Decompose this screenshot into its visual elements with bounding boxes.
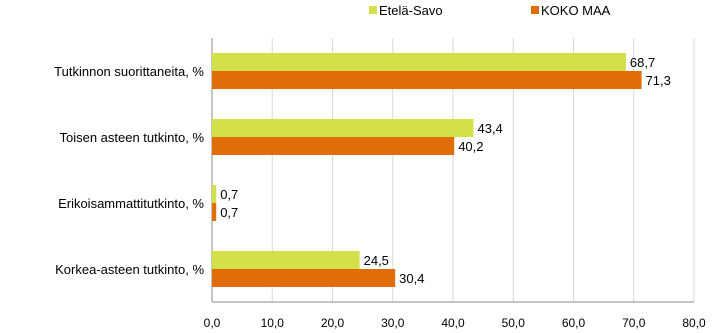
x-axis-tick-labels: 0,0 10,0 20,0 30,0 40,0 50,0 60,0 70,0 80,0	[204, 316, 706, 330]
data-label: 68,7	[630, 55, 655, 70]
x-tick-label: 80,0	[682, 316, 706, 330]
legend-label-koko-maa: KOKO MAA	[541, 3, 611, 18]
data-label: 30,4	[399, 271, 424, 286]
legend-swatch-koko-maa	[531, 6, 539, 14]
category-labels: Tutkinnon suorittaneita, % Toisen asteen …	[54, 64, 204, 277]
x-tick-label: 0,0	[204, 316, 221, 330]
data-label: 43,4	[477, 121, 502, 136]
category-label: Erikoisammattitutkinto, %	[58, 196, 204, 211]
bar-etela-savo	[212, 119, 474, 137]
bar-etela-savo	[212, 185, 217, 203]
legend: Etelä-Savo KOKO MAA	[369, 3, 611, 18]
data-label: 0,7	[220, 187, 238, 202]
category-label: Toisen asteen tutkinto, %	[59, 130, 204, 145]
legend-swatch-etela-savo	[369, 6, 377, 14]
legend-label-etela-savo: Etelä-Savo	[379, 3, 443, 18]
x-tick-label: 60,0	[562, 316, 586, 330]
bar-koko-maa	[212, 269, 396, 287]
bar-koko-maa	[212, 137, 455, 155]
category-label: Korkea-asteen tutkinto, %	[55, 262, 204, 277]
x-tick-label: 20,0	[321, 316, 345, 330]
bar-koko-maa	[212, 203, 217, 221]
data-label: 71,3	[646, 73, 671, 88]
data-label: 24,5	[364, 253, 389, 268]
bar-koko-maa	[212, 71, 642, 89]
x-tick-label: 70,0	[622, 316, 646, 330]
data-label: 40,2	[458, 139, 483, 154]
bars: 68,7 71,3 43,4 40,2 0,7 0,7 24,5 30,4	[212, 53, 671, 287]
x-tick-label: 10,0	[261, 316, 285, 330]
bar-etela-savo	[212, 251, 360, 269]
x-tick-label: 30,0	[381, 316, 405, 330]
data-label: 0,7	[220, 205, 238, 220]
x-tick-label: 50,0	[502, 316, 526, 330]
category-label: Tutkinnon suorittaneita, %	[54, 64, 204, 79]
bar-etela-savo	[212, 53, 626, 71]
x-tick-label: 40,0	[441, 316, 465, 330]
